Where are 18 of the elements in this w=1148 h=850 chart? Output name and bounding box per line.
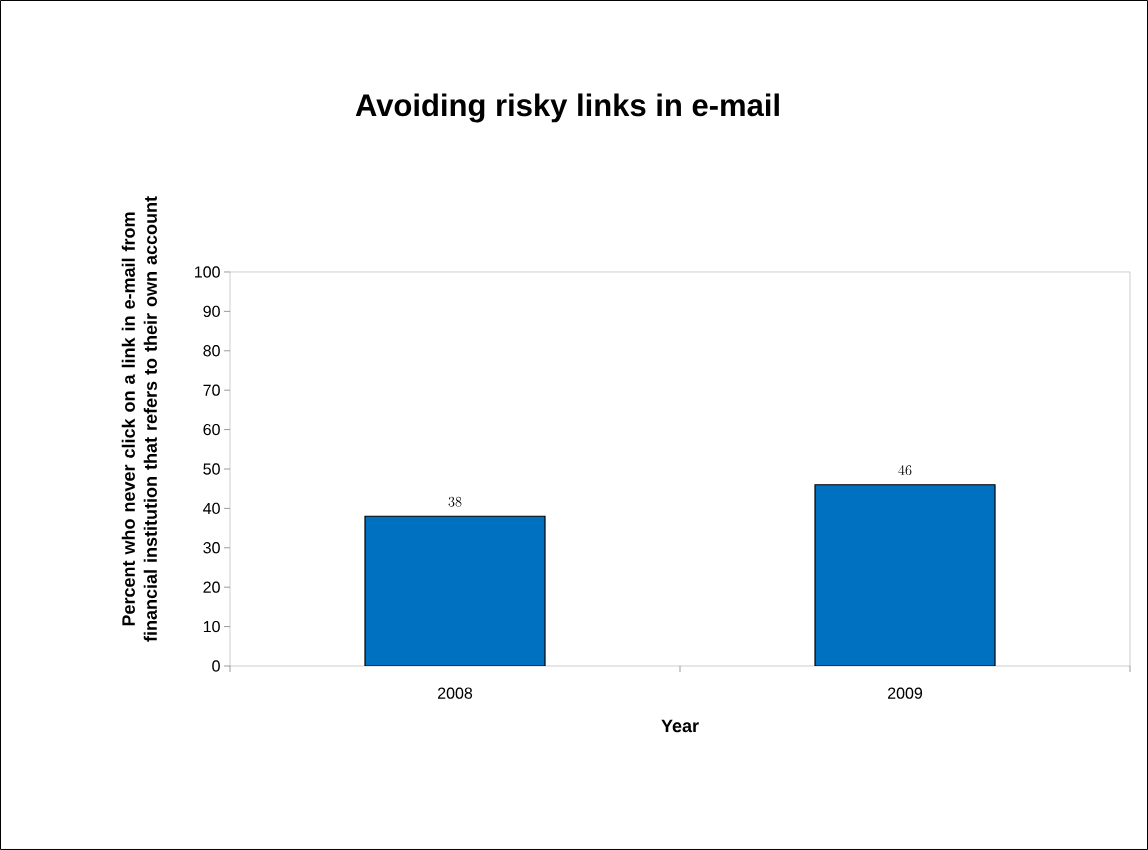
y-tick-label: 60 (203, 423, 220, 436)
chart-title: Avoiding risky links in e-mail (355, 93, 779, 123)
y-tick-label: 40 (203, 502, 220, 515)
y-tick-label: 20 (203, 581, 220, 593)
x-tick-label: 2009 (888, 687, 923, 699)
y-tick-label: 90 (203, 305, 220, 318)
y-tick-label: 30 (203, 542, 220, 554)
y-tick-label: 80 (203, 345, 220, 357)
y-tick-label: 50 (203, 463, 220, 475)
y-tick-label: 70 (203, 384, 220, 396)
y-tick-label: 10 (203, 620, 220, 633)
y-axis-title: Percent who never click on a link in e-mail from financial institution that refers to their own account (121, 196, 157, 642)
y-tick-label: 0 (212, 660, 220, 672)
data-label: 46 (898, 465, 912, 476)
y-tick-label: 100 (195, 266, 220, 278)
x-tick-label: 2008 (438, 687, 473, 699)
data-label: 38 (448, 496, 462, 507)
x-axis-title: Year (661, 719, 699, 733)
